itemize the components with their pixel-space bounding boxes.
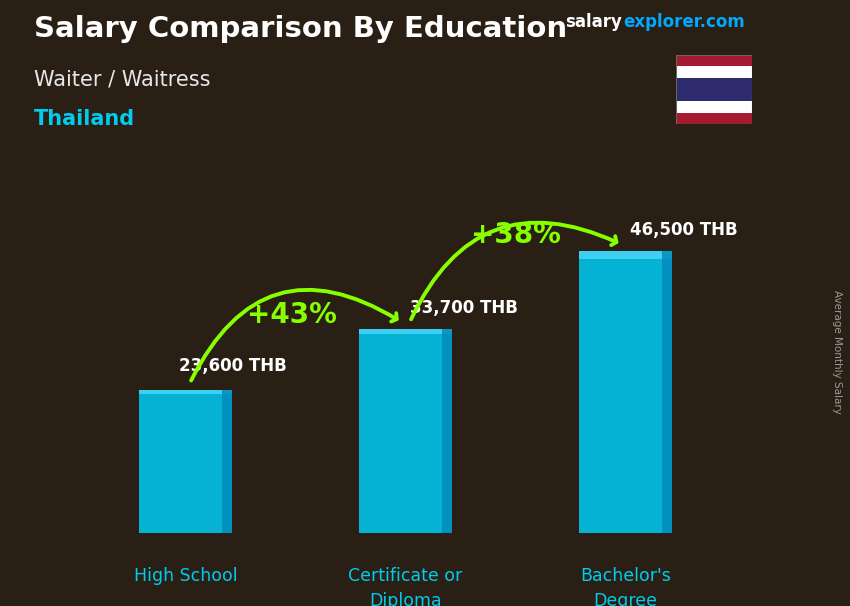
Text: Waiter / Waitress: Waiter / Waitress — [34, 70, 211, 90]
Bar — [443, 329, 451, 533]
Text: High School: High School — [133, 567, 237, 585]
Text: Bachelor's
Degree: Bachelor's Degree — [580, 567, 671, 606]
Text: Average Monthly Salary: Average Monthly Salary — [832, 290, 842, 413]
Bar — [676, 66, 752, 78]
Bar — [676, 55, 752, 66]
Text: 33,700 THB: 33,700 THB — [410, 299, 518, 317]
Bar — [676, 78, 752, 101]
Text: +38%: +38% — [471, 221, 560, 249]
Bar — [676, 101, 752, 113]
Bar — [360, 329, 451, 533]
Text: Thailand: Thailand — [34, 109, 135, 129]
Bar — [360, 329, 451, 334]
Text: 46,500 THB: 46,500 THB — [630, 221, 738, 239]
Bar — [139, 390, 232, 533]
Text: explorer.com: explorer.com — [623, 13, 745, 32]
Text: +43%: +43% — [247, 301, 337, 328]
Text: 23,600 THB: 23,600 THB — [178, 357, 286, 375]
Bar — [580, 251, 672, 533]
Bar — [676, 113, 752, 124]
Bar — [223, 390, 232, 533]
Text: Certificate or
Diploma: Certificate or Diploma — [348, 567, 462, 606]
Bar — [139, 390, 232, 394]
Bar — [662, 251, 672, 533]
Text: salary: salary — [565, 13, 622, 32]
Text: Salary Comparison By Education: Salary Comparison By Education — [34, 15, 567, 43]
Bar — [580, 251, 672, 259]
